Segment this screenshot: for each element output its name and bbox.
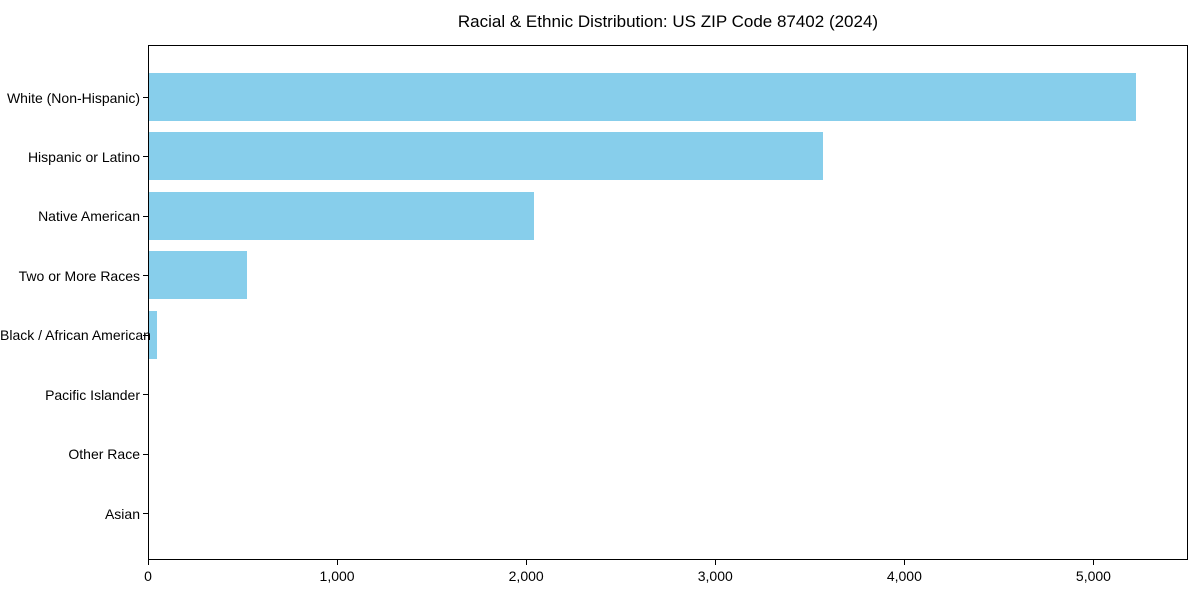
y-tick-mark [143, 97, 148, 98]
category-label: Pacific Islander [45, 386, 140, 403]
x-tick-label: 1,000 [319, 568, 355, 584]
bar-white-non-hispanic [149, 73, 1136, 121]
x-tick-mark [337, 560, 339, 565]
x-tick-label: 5,000 [1075, 568, 1111, 584]
bar-two-or-more-races [149, 251, 247, 300]
category-label: Black / African American [0, 327, 151, 344]
category-label: Native American [38, 208, 140, 225]
category-label: Other Race [68, 446, 140, 463]
y-tick-mark [143, 215, 148, 217]
chart-title: Racial & Ethnic Distribution: US ZIP Cod… [457, 12, 879, 31]
x-tick-label: 0 [144, 568, 152, 584]
y-tick-mark [143, 453, 148, 455]
bar-hispanic-or-latino [149, 132, 823, 181]
y-tick-mark [143, 513, 148, 514]
x-tick-mark [904, 560, 906, 565]
x-tick-label: 3,000 [697, 568, 733, 584]
category-label: White (Non-Hispanic) [6, 89, 140, 106]
bar-black-african-american [149, 310, 157, 359]
y-tick-mark [143, 156, 148, 158]
y-tick-mark [143, 275, 148, 277]
x-tick-label: 4,000 [886, 568, 922, 584]
x-tick-mark [148, 560, 149, 565]
category-label: Two or More Races [18, 267, 140, 284]
x-tick-label: 2,000 [508, 568, 544, 584]
plot-area [148, 45, 1188, 560]
x-tick-mark [1093, 560, 1095, 565]
y-tick-mark [143, 334, 148, 336]
category-label: Asian [104, 505, 140, 522]
category-label: Hispanic or Latino [27, 148, 140, 165]
bar-native-american [149, 191, 534, 240]
y-tick-mark [143, 394, 148, 396]
x-tick-mark [526, 560, 528, 565]
x-tick-mark [715, 560, 717, 565]
